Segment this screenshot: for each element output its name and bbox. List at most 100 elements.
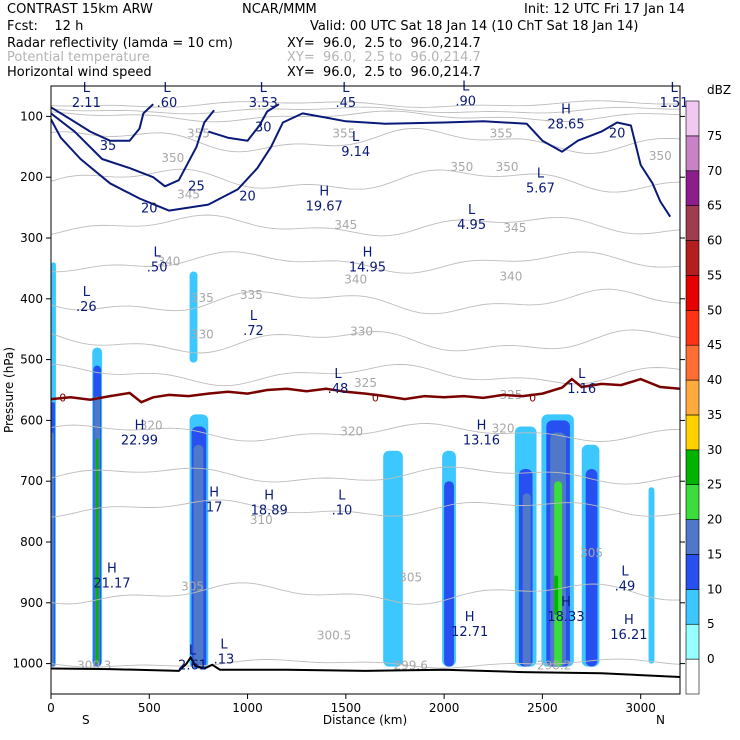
hl-letter: H <box>561 102 571 117</box>
zero-line-layer: 0 0 0 <box>51 377 680 404</box>
field-theta-name: Potential temperature <box>7 50 150 65</box>
low-marker-15: L.48 <box>328 367 349 397</box>
high-marker-18: H13.16 <box>463 419 500 449</box>
y-tick-label-300: 300 <box>20 231 43 245</box>
colorbar-swatch-2 <box>685 589 700 625</box>
hl-value: 14.95 <box>349 260 386 275</box>
zero-contour-label-1: 0 <box>372 391 379 404</box>
hl-letter: L <box>83 81 91 96</box>
theta-label-8: 345 <box>334 218 357 232</box>
header-center: NCAR/MMM <box>242 2 317 17</box>
colorbar-swatch-13 <box>685 205 700 241</box>
hl-letter: L <box>578 367 586 382</box>
high-marker-9: H19.67 <box>306 185 343 215</box>
y-tick-label-100: 100 <box>20 109 43 123</box>
theta-label-1: 355 <box>332 127 355 141</box>
theta-label-23: 305 <box>181 580 204 594</box>
colorbar-label-60: 60 <box>707 234 722 248</box>
y-tick-label-200: 200 <box>20 170 43 184</box>
theta-label-4: 350 <box>450 160 473 174</box>
hl-value: 1.51 <box>660 96 689 111</box>
plot-frame <box>50 85 681 695</box>
hl-value: .49 <box>615 580 636 595</box>
colorbar-label-65: 65 <box>707 199 722 213</box>
theta-label-3: 350 <box>161 151 184 165</box>
header-model: CONTRAST 15km ARW <box>7 2 153 17</box>
hl-value: 1.16 <box>567 382 596 397</box>
theta-contour-320 <box>51 423 680 442</box>
low-marker-7: L9.14 <box>341 130 370 160</box>
colorbar-label-15: 15 <box>707 547 722 561</box>
field-theta-xy: XY= 96.0, 2.5 to 96.0,214.7 <box>287 50 481 65</box>
x-tick-label-1500: 1500 <box>331 701 362 715</box>
theta-contour-340 <box>51 251 680 274</box>
hl-letter: H <box>624 613 634 628</box>
y-tick-label-1000: 1000 <box>12 657 43 671</box>
reflectivity-cell-16 <box>522 493 531 667</box>
y-tick-label-700: 700 <box>20 474 43 488</box>
reflectivity-cell-20 <box>554 481 563 667</box>
colorbar-swatch-10 <box>685 309 700 346</box>
low-marker-28: L.13 <box>214 638 235 668</box>
hl-value: 13.16 <box>463 434 500 449</box>
hl-letter: L <box>352 130 360 145</box>
theta-contour-325 <box>51 363 680 387</box>
colorbar-swatch-14 <box>685 170 700 206</box>
low-marker-2: L3.53 <box>249 81 278 111</box>
colorbar-label-25: 25 <box>707 478 722 492</box>
hl-letter: H <box>477 419 487 434</box>
field-wind-xy: XY= 96.0, 2.5 to 96.0,214.7 <box>287 65 481 80</box>
theta-label-14: 335 <box>240 288 263 302</box>
colorbar-label-75: 75 <box>707 129 722 143</box>
reflectivity-cell-13 <box>444 481 454 667</box>
theta-label-9: 345 <box>503 221 526 235</box>
x-tick-label-1000: 1000 <box>232 701 263 715</box>
x-tick-label-500: 500 <box>138 701 161 715</box>
theta-contour-335 <box>51 288 680 315</box>
wind-contour-25-1 <box>51 109 215 188</box>
wind-contour-label-4: 20 <box>239 189 256 204</box>
terrain-line <box>51 655 680 678</box>
reflectivity-cell-24 <box>648 487 655 664</box>
x-tick-label-0: 0 <box>47 701 55 715</box>
theta-contour-365 <box>51 106 680 115</box>
colorbar-swatch-9 <box>685 344 700 381</box>
hl-value: .10 <box>332 504 353 519</box>
colorbar-label-70: 70 <box>707 164 722 178</box>
hl-value: .60 <box>157 96 178 111</box>
theta-label-27: 300.3 <box>77 659 111 673</box>
low-marker-3: L.45 <box>336 81 357 111</box>
hl-value: .45 <box>336 96 357 111</box>
high-marker-24: H18.33 <box>547 595 584 625</box>
wind-contour-30-2 <box>208 103 280 142</box>
hl-letter: H <box>363 245 373 260</box>
theta-label-15: 330 <box>191 327 214 341</box>
wind-contour-35-3 <box>51 103 154 142</box>
reflectivity-cell-2 <box>51 432 54 667</box>
field-wind-name: Horizontal wind speed <box>7 65 152 80</box>
hl-value: 2.61 <box>178 659 207 674</box>
zero-contour-label-2: 0 <box>529 391 536 404</box>
hl-value: 12.71 <box>451 625 488 640</box>
field-reflectivity-xy: XY= 96.0, 2.5 to 96.0,214.7 <box>287 36 481 51</box>
header-valid: Valid: 00 UTC Sat 18 Jan 14 (10 ChT Sat … <box>310 19 639 34</box>
hl-letter: H <box>264 489 274 504</box>
hl-value: 3.53 <box>249 96 278 111</box>
hl-letter: L <box>154 245 162 260</box>
theta-contour-360 <box>51 110 680 123</box>
hl-letter: L <box>250 309 258 324</box>
low-marker-5: L1.51 <box>660 81 689 111</box>
colorbar: 0 5 10 15 20 25 30 35 40 45 50 55 60 65 70 75 <box>685 100 722 695</box>
hl-letter: L <box>334 367 342 382</box>
hl-letter: L <box>189 644 197 659</box>
colorbar-swatch-1 <box>685 623 700 660</box>
y-tick-label-900: 900 <box>20 596 43 610</box>
colorbar-label-55: 55 <box>707 268 722 282</box>
high-marker-19: H17 <box>206 486 223 516</box>
wind-contour-label-3: 20 <box>141 201 158 216</box>
low-marker-12: L.50 <box>147 245 168 275</box>
x-end-label-north: N <box>656 713 665 727</box>
colorbar-swatch-4 <box>685 519 700 555</box>
